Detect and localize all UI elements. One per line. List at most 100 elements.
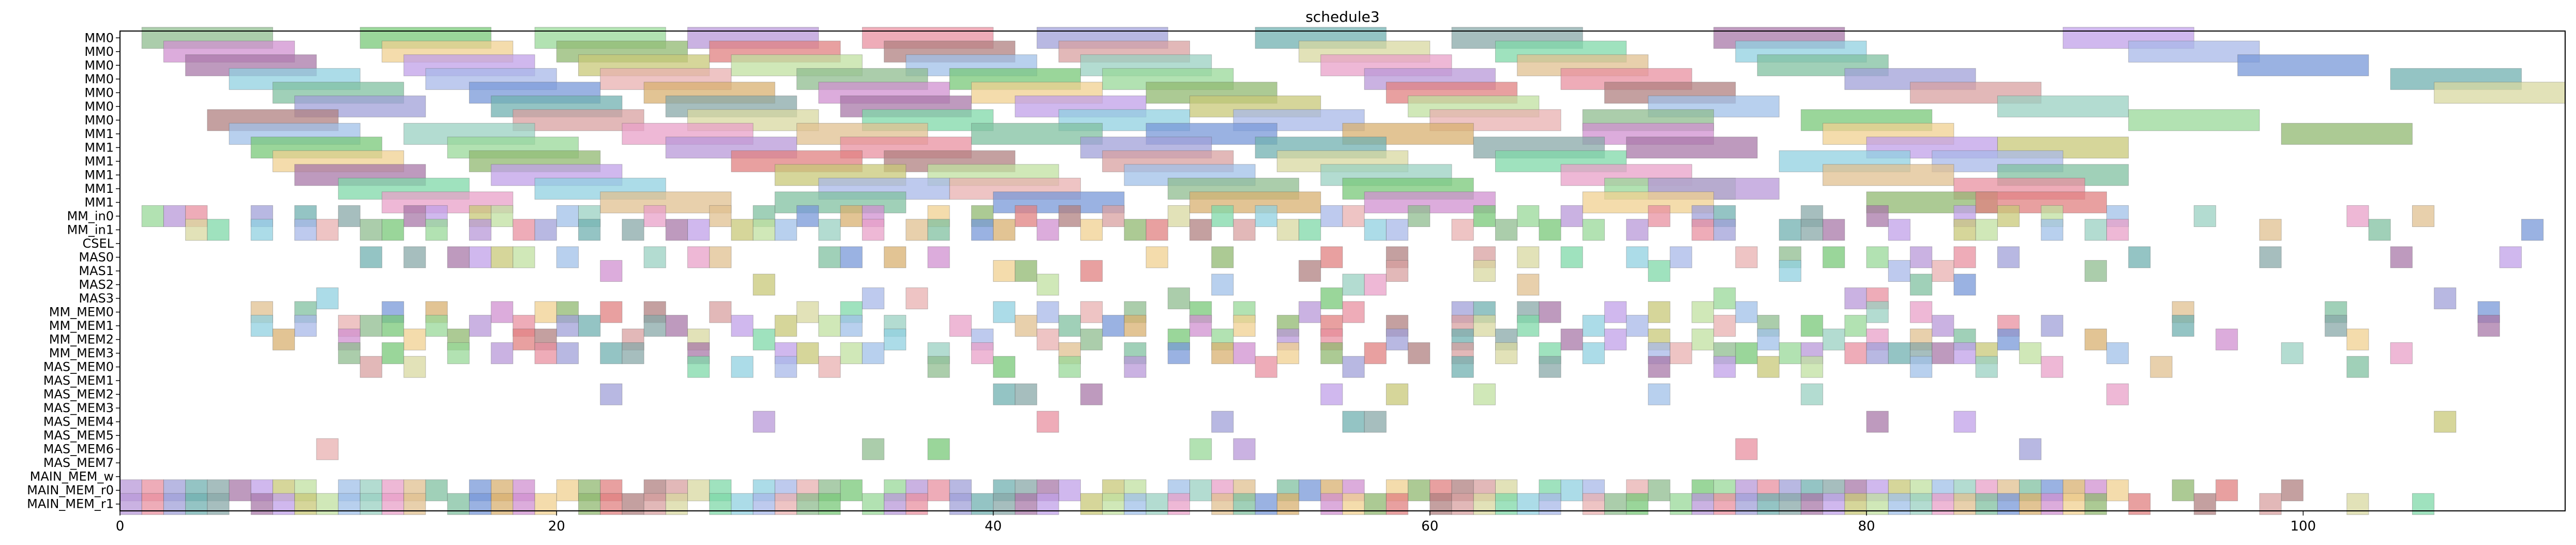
task-bar xyxy=(688,247,710,268)
task-bar xyxy=(1976,356,1997,377)
task-bar xyxy=(710,247,731,268)
task-bar xyxy=(1080,301,1102,323)
task-bar xyxy=(382,493,404,514)
task-bar xyxy=(1692,301,1713,323)
task-bar xyxy=(993,384,1015,405)
task-bar xyxy=(535,219,556,240)
task-bar xyxy=(2347,356,2369,377)
task-bar xyxy=(1255,356,1277,377)
y-tick-label: MM_in1 xyxy=(67,222,114,237)
task-bar xyxy=(2150,356,2172,377)
task-bar xyxy=(1692,219,1713,240)
task-bar xyxy=(1517,247,1539,268)
task-bar xyxy=(360,219,382,240)
task-bar xyxy=(2020,438,2041,460)
task-bar xyxy=(731,356,753,377)
task-bar xyxy=(1561,329,1583,350)
task-bar xyxy=(1779,260,1801,281)
task-bar xyxy=(1452,219,1473,240)
task-bar xyxy=(469,493,491,514)
task-bar xyxy=(1386,329,1408,350)
task-bar xyxy=(1888,493,1910,514)
task-bar xyxy=(1888,260,1910,281)
task-bar xyxy=(1496,219,1517,240)
task-bar xyxy=(1605,493,1626,514)
task-bar xyxy=(1954,411,1976,432)
task-bar xyxy=(2347,329,2369,350)
task-bar xyxy=(317,493,338,514)
task-bar xyxy=(1233,343,1255,364)
task-bar xyxy=(1037,493,1059,514)
task-bar xyxy=(1037,274,1059,295)
task-bar xyxy=(1736,301,1757,323)
y-tick-label: MM_MEM0 xyxy=(49,305,114,320)
y-tick-label: MM_MEM3 xyxy=(49,346,114,360)
task-bar xyxy=(295,219,317,240)
task-bar xyxy=(426,480,447,501)
task-bar xyxy=(360,493,382,514)
task-bar xyxy=(1539,219,1561,240)
task-bar xyxy=(1233,493,1255,514)
task-bar xyxy=(163,493,185,514)
y-tick-label: MM0 xyxy=(84,72,114,86)
task-bar xyxy=(622,493,644,514)
task-bar xyxy=(971,493,993,514)
task-bar xyxy=(819,247,840,268)
task-bar xyxy=(1496,343,1517,364)
task-bar xyxy=(1277,493,1299,514)
task-bar xyxy=(797,493,819,514)
task-bar xyxy=(491,247,513,268)
task-bar xyxy=(688,480,710,501)
y-tick-label: CSEL xyxy=(82,236,114,251)
task-bar xyxy=(1583,315,1604,337)
task-bar xyxy=(1473,315,1495,337)
task-bar xyxy=(1517,205,1539,226)
task-bar xyxy=(1692,493,1713,514)
task-bar xyxy=(1801,315,1823,337)
task-bar xyxy=(491,205,513,226)
task-bar xyxy=(1648,301,1670,323)
task-bar xyxy=(2085,329,2106,350)
task-bar xyxy=(2041,493,2063,514)
task-bar xyxy=(1080,260,1102,281)
task-bar xyxy=(579,315,600,337)
y-tick-label: MAIN_MEM_r0 xyxy=(27,483,114,497)
task-bar xyxy=(2129,493,2150,514)
task-bar xyxy=(186,493,207,514)
task-bar xyxy=(797,301,819,323)
task-bar xyxy=(1343,356,1364,377)
y-tick-label: MAS_MEM7 xyxy=(43,456,114,470)
task-bar xyxy=(1255,493,1277,514)
y-tick-label: MAIN_MEM_w xyxy=(30,470,114,484)
task-bar xyxy=(447,493,469,514)
task-bar xyxy=(2020,343,2041,364)
task-bar xyxy=(862,438,884,460)
task-bar xyxy=(1015,315,1037,337)
task-bar xyxy=(1430,493,1452,514)
task-bar xyxy=(1080,493,1102,514)
task-bar xyxy=(1866,343,1888,364)
task-bar xyxy=(1997,493,2019,514)
task-bar xyxy=(556,205,578,226)
task-bar xyxy=(1386,384,1408,405)
task-bar xyxy=(1343,493,1364,514)
task-bar xyxy=(600,384,622,405)
task-bar xyxy=(1473,260,1495,281)
task-bar xyxy=(1932,315,1954,337)
task-bar xyxy=(1408,205,1430,226)
task-bar xyxy=(491,301,513,323)
task-bar xyxy=(1408,343,1430,364)
task-bar xyxy=(2107,343,2129,364)
task-bar xyxy=(600,493,622,514)
task-bar xyxy=(1561,205,1583,226)
task-bar xyxy=(2085,493,2106,514)
task-bar xyxy=(622,219,644,240)
y-tick-label: MM_in0 xyxy=(67,209,114,223)
y-tick-label: MM1 xyxy=(84,140,114,155)
task-bar xyxy=(1212,205,1233,226)
task-bar xyxy=(928,219,950,240)
task-bar xyxy=(207,219,229,240)
task-bar xyxy=(1015,493,1037,514)
task-bar xyxy=(1626,219,1648,240)
